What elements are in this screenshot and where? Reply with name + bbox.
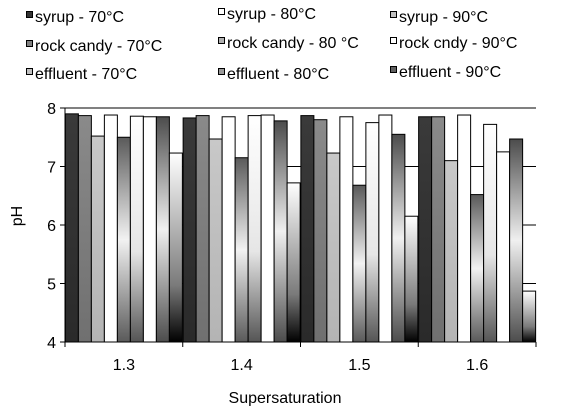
bar xyxy=(260,114,275,343)
legend-swatch xyxy=(218,37,225,44)
bar xyxy=(522,290,537,343)
legend-item: effluent - 90°C xyxy=(390,64,501,82)
legend-item: syrup - 90°C xyxy=(390,9,488,27)
bar xyxy=(247,115,262,343)
bar xyxy=(103,114,118,343)
bar xyxy=(195,115,210,343)
x-tick-label: 1.3 xyxy=(113,357,135,374)
bar xyxy=(378,114,393,343)
bar xyxy=(116,136,131,343)
x-tick-label: 1.5 xyxy=(348,357,370,374)
bar xyxy=(77,115,92,343)
bar xyxy=(352,184,367,343)
bar xyxy=(313,119,328,343)
bar xyxy=(64,113,79,343)
bar xyxy=(221,116,236,343)
legend-item: effluent - 70°C xyxy=(26,66,137,84)
bar xyxy=(404,215,419,343)
legend-label: syrup - 90°C xyxy=(399,9,489,26)
bar xyxy=(418,116,433,343)
bar xyxy=(365,122,380,343)
bar xyxy=(457,114,472,343)
y-tick-label: 6 xyxy=(47,218,56,235)
y-tick-label: 8 xyxy=(47,101,56,118)
bar xyxy=(286,182,301,343)
bar xyxy=(339,116,354,343)
bar xyxy=(234,157,249,343)
bar xyxy=(142,116,157,343)
legend-label: effluent - 70°C xyxy=(35,66,138,83)
bar xyxy=(483,123,498,343)
bar xyxy=(470,194,485,343)
legend-item: rock cndy - 90°C xyxy=(390,35,517,53)
legend-item: syrup - 70°C xyxy=(26,9,124,27)
bar xyxy=(391,133,406,343)
x-axis-label: Supersaturation xyxy=(229,390,342,406)
legend-item: rock candy - 70°C xyxy=(26,38,162,56)
legend-swatch xyxy=(390,37,397,44)
legend-label: effluent - 90°C xyxy=(399,64,502,81)
bar xyxy=(168,152,183,343)
legend-item: syrup - 80°C xyxy=(218,6,316,24)
x-tick-label: 1.6 xyxy=(466,357,488,374)
bar xyxy=(90,135,105,343)
bar xyxy=(155,116,170,343)
bars-group xyxy=(64,113,537,343)
axes-group: 4 5 6 7 8 1.3 1.4 1.5 1.6 xyxy=(47,101,537,374)
legend-item: rock candy - 80 °C xyxy=(218,35,359,53)
bar xyxy=(509,138,524,343)
legend-label: rock candy - 80 °C xyxy=(227,35,359,52)
chart-legend: syrup - 70°C syrup - 80°C syrup - 90°C r… xyxy=(0,0,572,92)
bar xyxy=(273,120,288,343)
bar xyxy=(496,151,511,343)
legend-label: effluent - 80°C xyxy=(227,66,330,83)
legend-label: rock candy - 70°C xyxy=(35,38,163,55)
x-tick-label: 1.4 xyxy=(231,357,253,374)
y-tick-label: 4 xyxy=(47,335,56,352)
legend-swatch xyxy=(390,66,397,73)
bar xyxy=(129,115,144,343)
legend-swatch xyxy=(26,40,33,47)
legend-item: effluent - 80°C xyxy=(218,66,329,84)
bar xyxy=(208,138,223,343)
legend-label: syrup - 80°C xyxy=(227,6,317,23)
y-axis-label: pH xyxy=(9,206,26,226)
y-tick-label: 5 xyxy=(47,277,56,294)
legend-swatch xyxy=(26,11,33,18)
bar xyxy=(182,117,197,343)
bar xyxy=(300,115,315,343)
y-tick-label: 7 xyxy=(47,160,56,177)
legend-swatch xyxy=(218,8,225,15)
bar xyxy=(444,160,459,343)
legend-swatch xyxy=(390,11,397,18)
bar xyxy=(431,116,446,343)
legend-swatch xyxy=(218,68,225,75)
legend-label: syrup - 70°C xyxy=(35,9,125,26)
legend-label: rock cndy - 90°C xyxy=(399,35,518,52)
legend-swatch xyxy=(26,68,33,75)
bar xyxy=(326,152,341,343)
